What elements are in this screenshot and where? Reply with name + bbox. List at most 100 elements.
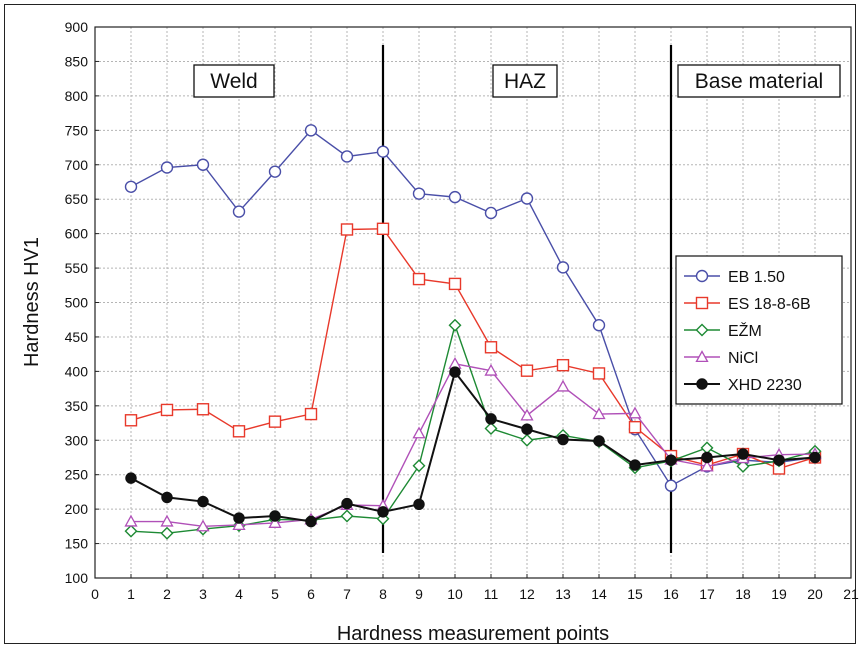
x-tick-label: 6 xyxy=(307,586,315,602)
y-tick-label: 300 xyxy=(65,432,89,448)
data-point-square xyxy=(484,341,498,354)
data-point-triangle xyxy=(268,516,282,528)
data-point-diamond xyxy=(448,318,462,332)
y-tick-label: 850 xyxy=(65,53,89,69)
data-point-filled-circle xyxy=(737,448,749,460)
data-point-triangle xyxy=(196,519,210,532)
data-point-square xyxy=(592,367,606,380)
x-tick-label: 8 xyxy=(379,586,387,602)
data-point-circle xyxy=(340,150,354,163)
data-point-filled-circle xyxy=(341,497,353,510)
y-tick-label: 500 xyxy=(65,295,89,311)
data-point-filled-circle xyxy=(161,491,173,504)
data-point-diamond xyxy=(736,459,750,473)
x-tick-label: 20 xyxy=(807,586,823,602)
x-tick-label: 2 xyxy=(163,586,171,602)
data-point-diamond xyxy=(412,459,426,473)
data-point-square xyxy=(232,425,246,438)
data-point-circle xyxy=(232,205,246,218)
region-box-base-material xyxy=(677,64,841,98)
data-point-filled-circle xyxy=(773,454,785,466)
data-point-diamond xyxy=(695,323,709,337)
data-point-square xyxy=(304,407,318,421)
data-point-filled-circle xyxy=(665,454,677,466)
plot-area-border xyxy=(94,26,852,579)
legend-label: EB 1.50 xyxy=(728,269,785,286)
y-axis-title: Hardness HV1 xyxy=(21,237,43,367)
y-tick-label: 350 xyxy=(65,398,89,414)
data-point-square xyxy=(196,403,210,416)
x-tick-label: 12 xyxy=(519,586,535,602)
series-line xyxy=(131,363,816,528)
x-tick-label: 18 xyxy=(735,586,751,602)
y-tick-label: 100 xyxy=(65,570,89,586)
x-tick-label: 1 xyxy=(127,586,135,602)
data-point-circle xyxy=(160,161,174,174)
region-text-haz: HAZ xyxy=(504,70,546,93)
data-point-circle xyxy=(695,269,709,283)
region-label-haz: HAZ xyxy=(492,64,558,98)
data-point-circle xyxy=(376,145,390,158)
region-boundaries xyxy=(381,45,673,553)
chart-frame xyxy=(4,4,856,644)
y-tick-label: 150 xyxy=(65,536,89,552)
x-tick-label: 16 xyxy=(663,586,679,602)
y-tick-label: 800 xyxy=(65,88,89,104)
y-tick-label: 200 xyxy=(65,501,89,517)
data-point-filled-circle xyxy=(557,433,569,446)
data-point-circle xyxy=(664,479,678,492)
legend-item: ES 18-8-6B xyxy=(684,296,811,313)
data-point-diamond xyxy=(340,509,354,523)
x-tick-label: 9 xyxy=(415,586,423,602)
data-point-square xyxy=(448,277,462,291)
data-point-diamond xyxy=(484,422,498,436)
legend-label: EŽM xyxy=(728,321,762,340)
data-point-triangle xyxy=(556,379,570,392)
data-point-filled-circle xyxy=(413,498,425,511)
region-text-base-material: Base material xyxy=(695,70,823,93)
data-point-diamond xyxy=(520,433,534,447)
data-point-filled-circle xyxy=(125,472,137,484)
data-point-triangle xyxy=(412,426,426,439)
data-point-circle xyxy=(556,261,570,274)
data-point-square xyxy=(268,415,282,428)
x-tick-label: 15 xyxy=(627,586,643,602)
legend-label: ES 18-8-6B xyxy=(728,296,811,313)
data-point-filled-circle xyxy=(449,366,461,378)
tick-labels: 0 1 2 3 4 5 6 7 8 9 10 11 12 13 14 15 16 17 18 19 20 21100150… xyxy=(65,19,859,602)
data-point-triangle xyxy=(695,350,709,363)
data-point-filled-circle xyxy=(233,512,245,524)
series-line xyxy=(130,369,816,523)
data-point-square xyxy=(376,222,390,236)
region-label-base-material: Base material xyxy=(677,64,841,98)
x-tick-label: 5 xyxy=(271,586,279,602)
data-point-filled-circle xyxy=(701,451,713,464)
x-tick-label: 4 xyxy=(235,586,243,602)
data-point-square xyxy=(124,414,138,427)
data-point-filled-circle xyxy=(269,510,281,522)
data-point-filled-circle xyxy=(696,378,708,390)
data-point-triangle xyxy=(160,514,174,527)
x-tick-label: 19 xyxy=(771,586,787,602)
y-tick-label: 400 xyxy=(65,363,89,379)
data-point-diamond xyxy=(124,524,138,538)
data-point-filled-circle xyxy=(485,413,497,425)
data-point-square xyxy=(340,223,354,236)
y-tick-label: 450 xyxy=(65,329,89,345)
data-point-circle xyxy=(448,190,462,204)
y-tick-label: 700 xyxy=(65,157,89,173)
legend-label: NiCl xyxy=(728,350,758,367)
data-point-circle xyxy=(520,192,534,205)
data-point-square xyxy=(160,403,174,417)
data-point-circle xyxy=(196,158,210,171)
series-xhd-2230 xyxy=(125,366,821,528)
data-point-circle xyxy=(592,319,606,332)
legend-item: EB 1.50 xyxy=(684,269,785,286)
data-point-triangle xyxy=(520,408,534,421)
data-point-square xyxy=(556,358,570,372)
data-point-filled-circle xyxy=(629,459,641,471)
y-tick-label: 250 xyxy=(65,467,89,483)
y-tick-label: 750 xyxy=(65,122,89,138)
data-point-square xyxy=(520,364,534,377)
